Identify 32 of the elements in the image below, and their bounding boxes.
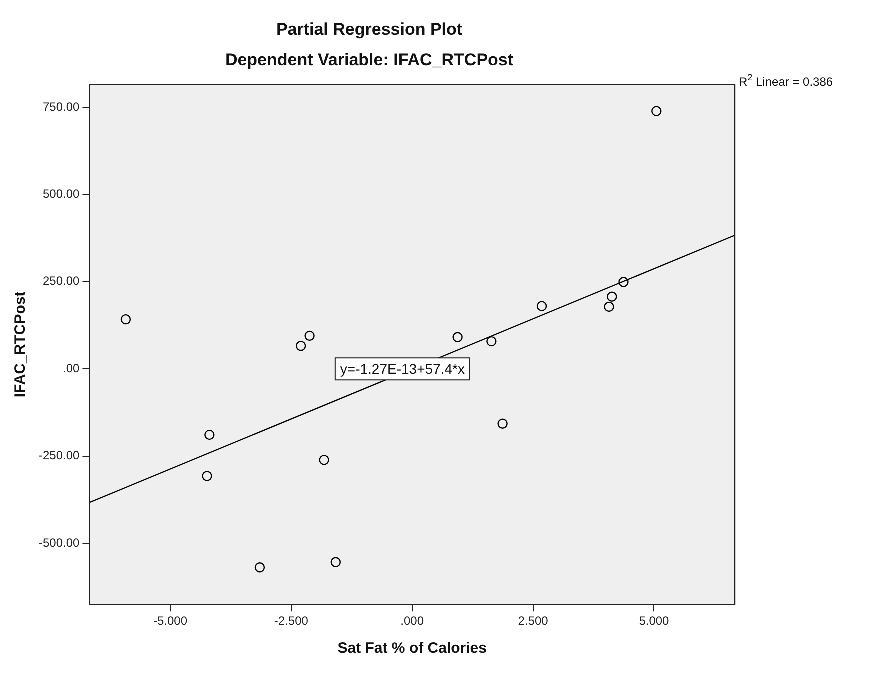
- point: [296, 340, 306, 352]
- point: [202, 471, 212, 482]
- y-tick-label: .00: [63, 361, 80, 376]
- point: [618, 277, 629, 288]
- point: [319, 455, 330, 466]
- y-tick-label: -500.00: [38, 536, 80, 550]
- chart-title: Partial Regression Plot: [276, 20, 463, 39]
- point: [652, 106, 662, 116]
- y-tick-label: 750.00: [42, 100, 80, 114]
- point: [486, 336, 497, 347]
- y-tick-label: 500.00: [42, 187, 80, 202]
- x-tick-label: .000: [400, 614, 424, 628]
- x-tick-label: 2.500: [518, 614, 549, 628]
- point: [604, 302, 614, 312]
- point: [498, 418, 508, 429]
- point: [204, 430, 215, 440]
- y-tick-label: -250.00: [38, 448, 80, 463]
- point: [330, 557, 342, 568]
- point: [120, 314, 132, 325]
- x-tick-label: 5.000: [639, 614, 670, 628]
- y-axis-title: IFAC_RTCPost: [12, 292, 30, 398]
- chart-subtitle: Dependent Variable: IFAC_RTCPost: [225, 50, 514, 70]
- point: [304, 330, 315, 342]
- point: [536, 301, 548, 312]
- point: [452, 332, 463, 342]
- x-tick-label: -5.000: [153, 614, 188, 628]
- x-axis-title: Sat Fat % of Calories: [338, 640, 487, 658]
- annotation: y=-1.27E-13+57.4*x: [340, 360, 465, 377]
- point: [254, 562, 266, 573]
- x-tick-label: -2.500: [274, 614, 309, 628]
- point: [607, 292, 618, 302]
- y-tick-label: 250.00: [42, 274, 80, 288]
